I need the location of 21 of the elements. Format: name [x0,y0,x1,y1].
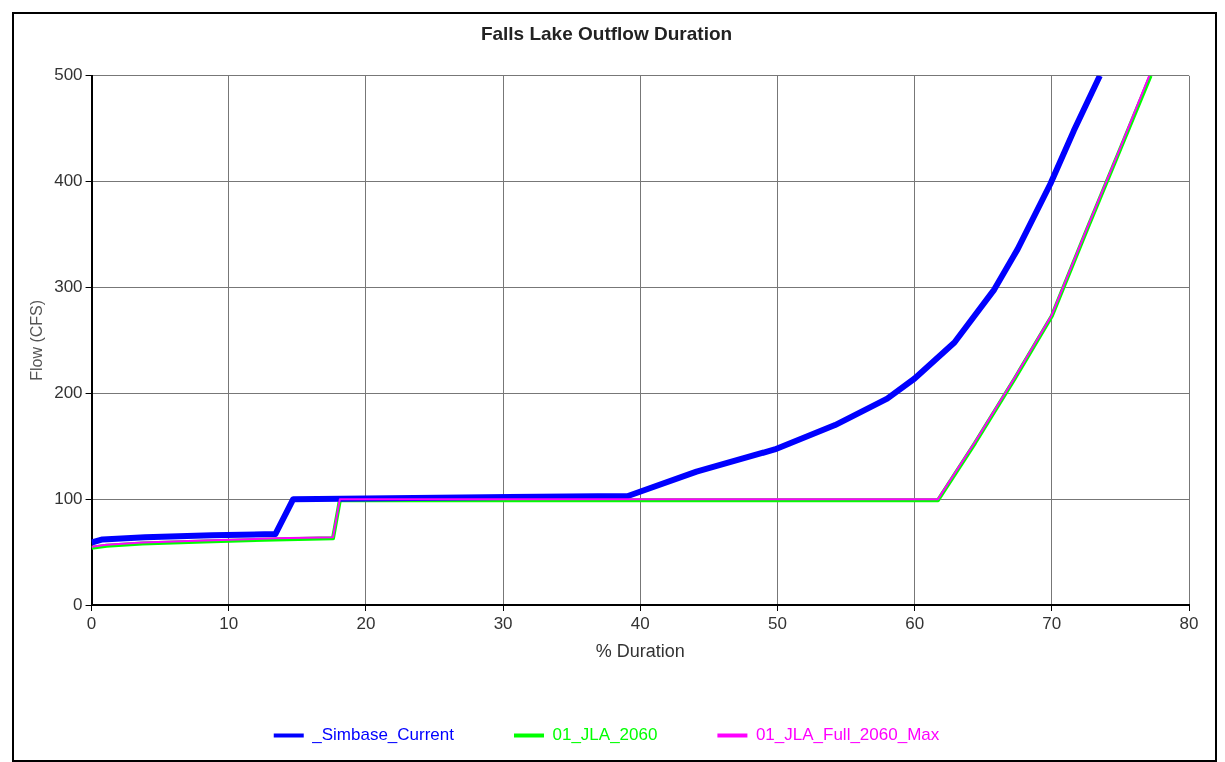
legend-label: 01_JLA_2060 [552,725,658,745]
chart-title: Falls Lake Outflow Duration [480,22,733,44]
y-tick-label: 400 [54,171,83,191]
legend-label: _Simbase_Current [311,725,455,745]
y-tick-label: 0 [73,594,83,614]
y-tick-label: 300 [54,277,83,297]
legend-label: 01_JLA_Full_2060_Max [755,725,940,745]
y-tick-label: 200 [54,383,83,403]
x-tick-label: 0 [86,613,97,633]
x-axis-title: % Duration [595,641,685,662]
x-tick-label: 70 [1042,613,1062,633]
x-tick-label: 80 [1179,613,1199,633]
x-tick-label: 50 [768,613,787,633]
y-tick-label: 100 [54,488,83,508]
x-tick-label: 60 [905,613,925,633]
y-tick-label: 500 [54,65,83,85]
x-tick-label: 10 [219,613,239,633]
y-axis-title: Flow (CFS) [28,299,46,381]
x-tick-label: 40 [630,613,650,633]
x-tick-label: 20 [356,613,376,633]
x-tick-label: 30 [493,613,513,633]
